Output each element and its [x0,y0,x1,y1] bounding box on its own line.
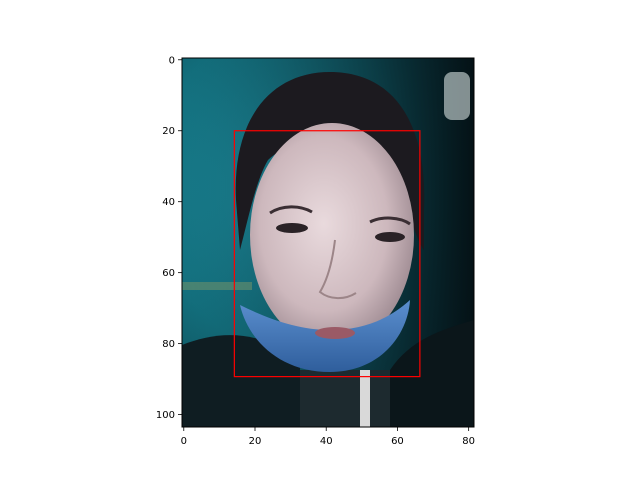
y-tick-label: 0 [169,55,175,66]
x-tick-label: 40 [320,436,333,447]
x-axis: 0 20 40 60 80 [181,427,475,447]
annotations [233,130,421,378]
photo-image [182,58,474,427]
y-tick-label: 100 [156,410,175,421]
y-axis: 0 20 40 60 80 100 [156,55,182,421]
y-tick-label: 80 [162,339,175,350]
y-tick-label: 20 [162,126,175,137]
bounding-box [233,130,421,378]
x-tick-label: 20 [249,436,262,447]
y-tick-label: 40 [162,197,175,208]
x-tick-label: 80 [462,436,475,447]
y-tick-label: 60 [162,268,175,279]
x-tick-label: 60 [391,436,404,447]
axes-frame [181,57,475,428]
x-tick-label: 0 [181,436,187,447]
